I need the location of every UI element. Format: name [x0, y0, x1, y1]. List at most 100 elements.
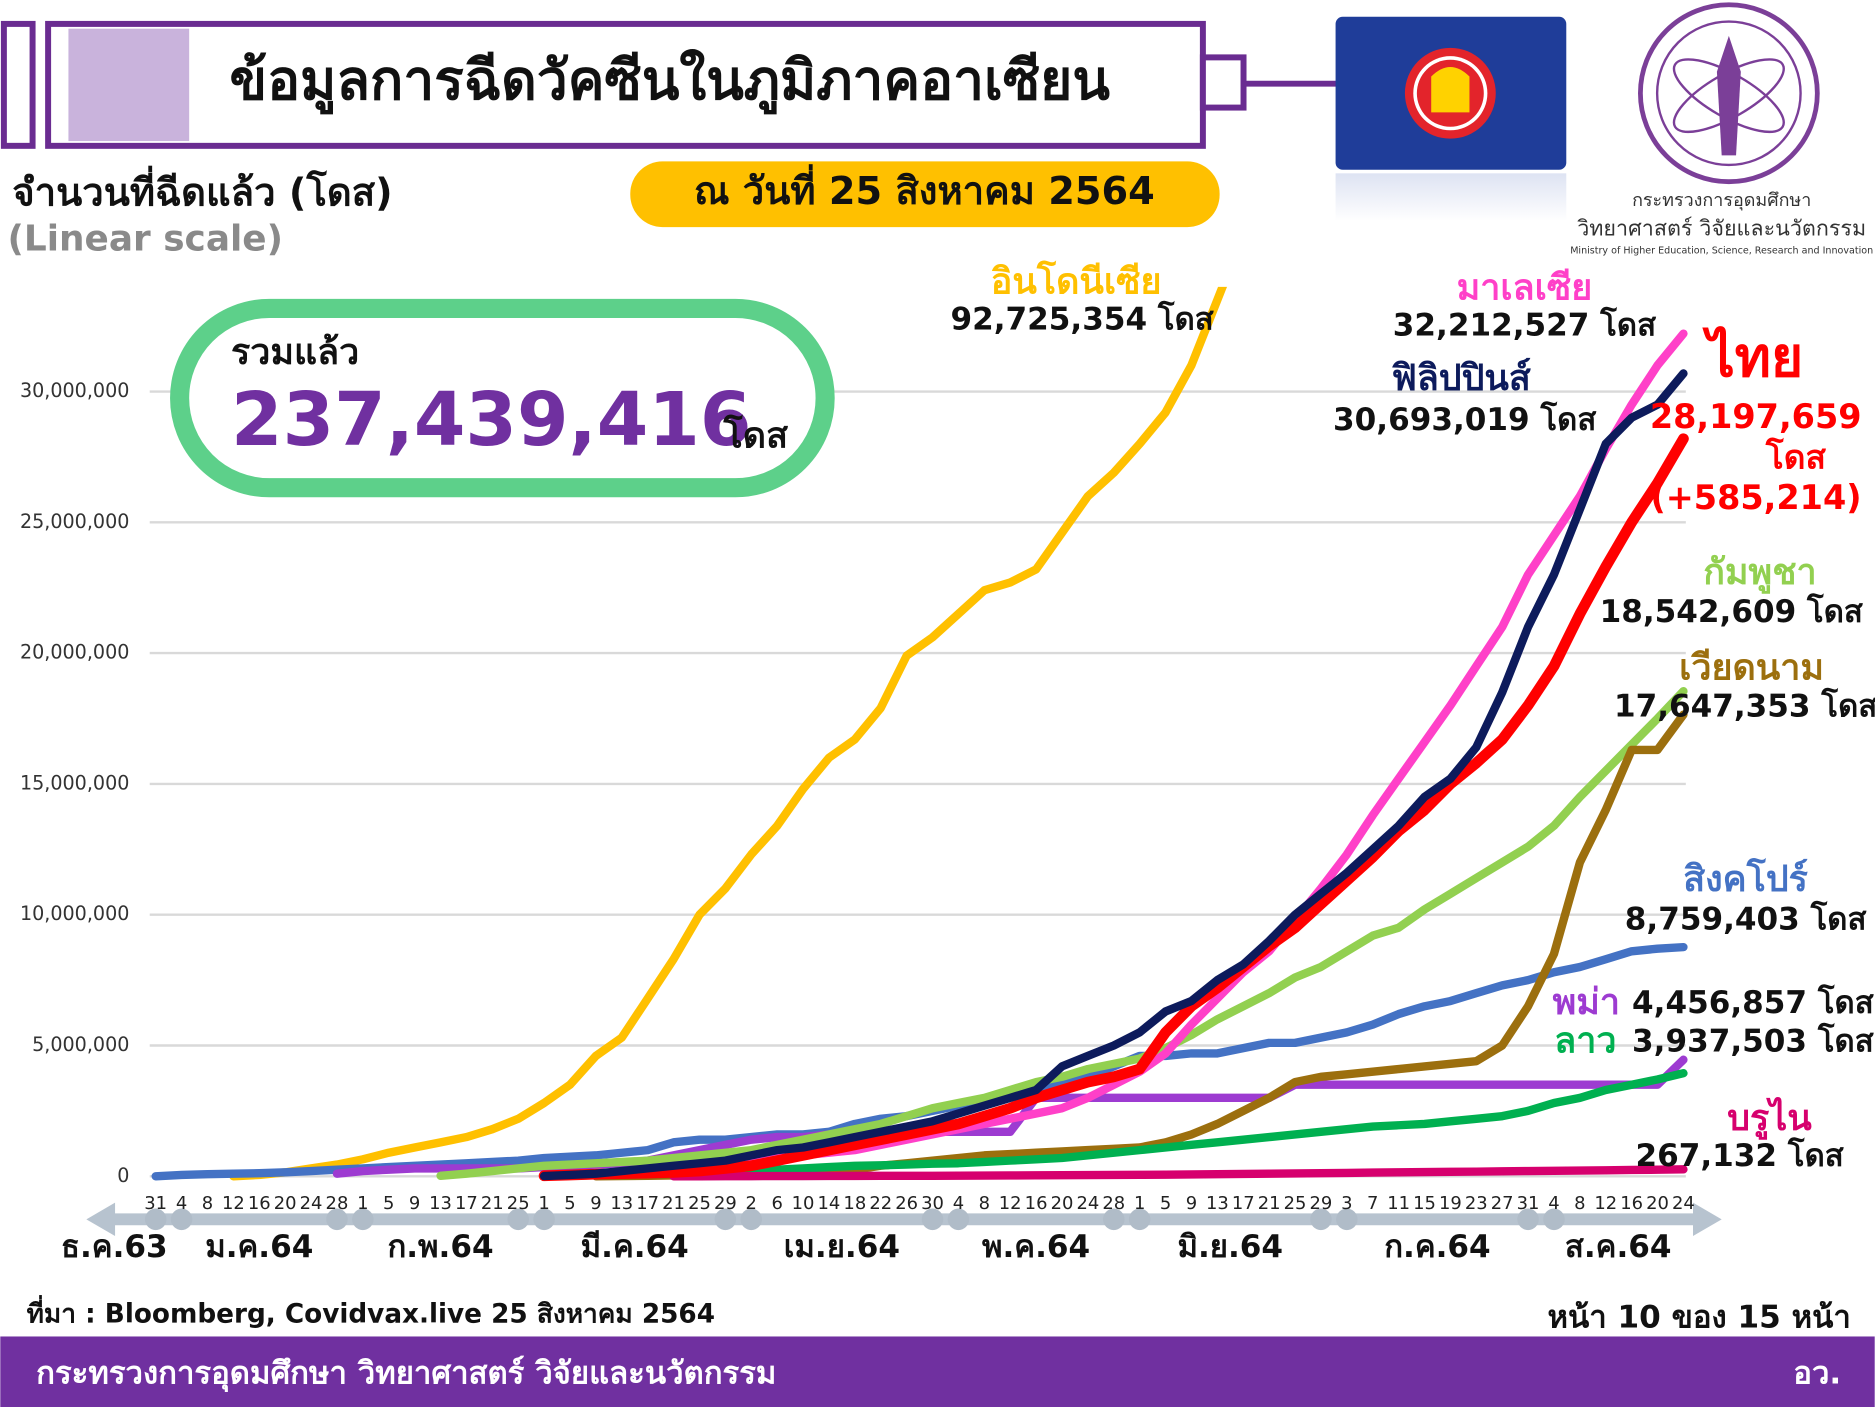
- date-pill: [630, 161, 1220, 228]
- x-tick-label: 28: [1102, 1193, 1125, 1214]
- series-value-label: 4,456,857 โดส: [1632, 983, 1874, 1021]
- logo-inner-ring: [1655, 20, 1802, 167]
- syringe-nozzle: [1199, 54, 1247, 111]
- x-tick-label: 28: [326, 1193, 349, 1214]
- x-tick-label: 17: [636, 1193, 659, 1214]
- x-tick-label: 15: [1413, 1193, 1436, 1214]
- month-band-arrow: [86, 1202, 116, 1237]
- x-tick-label: 29: [714, 1193, 737, 1214]
- month-separator: [326, 1208, 348, 1231]
- month-separator: [947, 1208, 970, 1231]
- month-band-arrow: [1693, 1202, 1722, 1237]
- x-tick-label: 25: [688, 1193, 711, 1214]
- x-tick-label: 21: [481, 1193, 504, 1214]
- x-tick-label: 4: [953, 1193, 964, 1214]
- x-tick-label: 10: [792, 1193, 815, 1214]
- month-separator: [144, 1208, 167, 1231]
- series-value-label: โดส: [1765, 438, 1827, 477]
- y-tick-label: 10,000,000: [20, 902, 129, 925]
- footer-abbreviation: อว.: [1793, 1356, 1841, 1392]
- y-tick-label: 0: [117, 1164, 129, 1187]
- month-separator: [1310, 1208, 1332, 1231]
- month-separator: [1543, 1208, 1565, 1231]
- x-tick-label: 17: [455, 1193, 478, 1214]
- x-tick-label: 16: [1025, 1193, 1048, 1214]
- x-tick-label: 17: [1232, 1193, 1255, 1214]
- month-label: ก.พ.64: [387, 1229, 493, 1265]
- x-tick-label: 9: [409, 1193, 420, 1214]
- x-tick-label: 16: [1620, 1193, 1643, 1214]
- x-tick-label: 20: [274, 1193, 297, 1214]
- x-tick-label: 5: [564, 1193, 575, 1214]
- ministry-name: กระทรวงการอุดมศึกษา: [1632, 190, 1811, 211]
- x-tick-label: 31: [144, 1193, 167, 1214]
- x-tick-label: 25: [507, 1193, 530, 1214]
- y-tick-label: 25,000,000: [20, 510, 129, 533]
- x-tick-label: 2: [746, 1193, 757, 1214]
- x-tick-label: 21: [1258, 1193, 1281, 1214]
- month-separator: [507, 1208, 529, 1231]
- date-text: ณ วันที่ 25 สิงหาคม 2564: [694, 164, 1155, 214]
- x-tick-label: 26: [895, 1193, 918, 1214]
- series-value-label: 92,725,354 โดส: [951, 299, 1214, 337]
- x-tick-label: 3: [1341, 1193, 1352, 1214]
- series-name: เวียดนาม: [1679, 647, 1824, 688]
- scale-note: (Linear scale): [7, 218, 283, 259]
- plot-area: 0 5,000,000 10,000,000 15,000,000 20,000,000…: [20, 259, 1875, 1265]
- x-tick-label: 5: [1160, 1193, 1171, 1214]
- series-value-label: (+585,214): [1650, 478, 1861, 517]
- month-separator: [740, 1208, 763, 1231]
- series-lines: [151, 286, 1689, 1182]
- x-tick-label: 24: [300, 1193, 323, 1214]
- month-label: มี.ค.64: [581, 1229, 689, 1265]
- x-tick-label: 20: [1051, 1193, 1074, 1214]
- x-tick-label: 5: [383, 1193, 394, 1214]
- ministry-name: วิทยาศาสตร์ วิจัยและนวัตกรรม: [1577, 217, 1866, 242]
- x-tick-label: 1: [538, 1193, 549, 1214]
- x-tick-label: 31: [1517, 1193, 1540, 1214]
- page-number: หน้า 10 ของ 15 หน้า: [1548, 1300, 1851, 1336]
- series-value-label: 17,647,353 โดส: [1614, 687, 1875, 725]
- total-unit: โดส: [723, 414, 789, 457]
- y-tick-label: 5,000,000: [32, 1033, 129, 1056]
- series-name: พม่า: [1553, 982, 1620, 1023]
- x-tick-label: 30: [921, 1193, 944, 1214]
- x-tick-label: 7: [1367, 1193, 1378, 1214]
- page-title: ข้อมูลการฉีดวัคซีนในภูมิภาคอาเซียน: [230, 48, 1111, 115]
- month-label: พ.ค.64: [982, 1229, 1090, 1265]
- series-value-label: 28,197,659: [1650, 397, 1862, 436]
- series-line: [539, 369, 1688, 1181]
- month-label: ม.ค.64: [205, 1229, 313, 1265]
- x-tick-label: 29: [1310, 1193, 1333, 1214]
- month-separator: [714, 1208, 737, 1231]
- ministry-name-en: Ministry of Higher Education, Science, R…: [1570, 246, 1873, 257]
- x-tick-label: 14: [818, 1193, 841, 1214]
- series-line: [436, 687, 1688, 1180]
- x-tick-label: 8: [1574, 1193, 1585, 1214]
- series-value-label: 30,693,019 โดส: [1333, 400, 1596, 438]
- x-tick-label: 4: [176, 1193, 187, 1214]
- month-label: ก.ค.64: [1384, 1229, 1490, 1265]
- month-separator: [1517, 1208, 1539, 1231]
- flag-reflection: [1335, 173, 1567, 222]
- x-tick-label: 21: [662, 1193, 685, 1214]
- month-separator: [1128, 1208, 1151, 1231]
- series-name: อินโดนีเซีย: [991, 259, 1162, 302]
- month-separator: [1103, 1208, 1125, 1231]
- x-tick-label: 11: [1387, 1193, 1410, 1214]
- y-tick-label: 20,000,000: [20, 641, 129, 664]
- syringe-barrel: [45, 20, 1206, 149]
- x-tick-label: 8: [979, 1193, 990, 1214]
- x-tick-label: 8: [202, 1193, 213, 1214]
- x-tick-label: 12: [1594, 1193, 1617, 1214]
- x-tick-label: 16: [248, 1193, 271, 1214]
- x-tick-label: 24: [1076, 1193, 1099, 1214]
- footer-organization: กระทรวงการอุดมศึกษา วิทยาศาสตร์ วิจัยและ…: [36, 1356, 776, 1393]
- x-tick-label: 24: [1672, 1193, 1695, 1214]
- x-tick-label: 1: [1134, 1193, 1145, 1214]
- series-name: ลาว: [1554, 1020, 1616, 1061]
- x-tick-label: 4: [1548, 1193, 1559, 1214]
- x-tick-label: 19: [1439, 1193, 1462, 1214]
- x-tick-label: 25: [1284, 1193, 1307, 1214]
